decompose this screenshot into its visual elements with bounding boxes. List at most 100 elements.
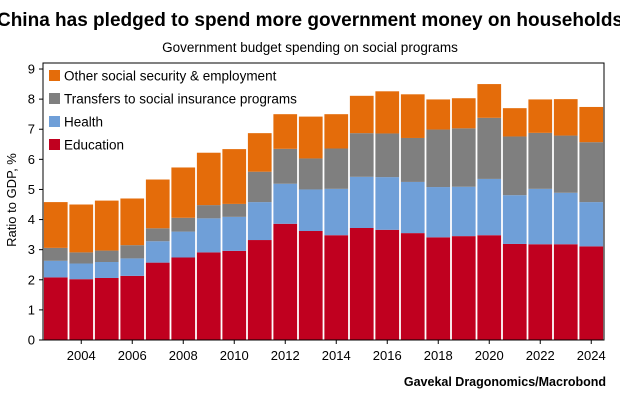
- legend-label: Education: [64, 138, 124, 153]
- x-tick-label: 2014: [322, 348, 351, 363]
- bar-other-social-security-employment-2016: [375, 91, 400, 134]
- bar-education-2006: [120, 275, 145, 340]
- bar-health-2021: [502, 195, 527, 244]
- bar-transfers-to-social-insurance-programs-2020: [477, 117, 502, 179]
- legend-swatch: [49, 139, 60, 150]
- y-tick-label: 6: [28, 152, 35, 167]
- bar-health-2006: [120, 258, 145, 276]
- x-tick-label: 2012: [271, 348, 300, 363]
- bar-transfers-to-social-insurance-programs-2017: [400, 137, 425, 182]
- bar-other-social-security-employment-2023: [553, 99, 578, 136]
- bar-other-social-security-employment-2022: [528, 99, 553, 133]
- bar-health-2015: [349, 176, 374, 228]
- legend-swatch: [49, 93, 60, 104]
- bar-health-2018: [426, 187, 451, 238]
- y-tick-label: 1: [28, 302, 35, 317]
- bar-other-social-security-employment-2020: [477, 84, 502, 118]
- bar-transfers-to-social-insurance-programs-2003: [43, 247, 68, 261]
- bar-health-2016: [375, 177, 400, 230]
- bar-education-2005: [94, 277, 119, 340]
- legend-swatch: [49, 70, 60, 81]
- bar-education-2024: [579, 246, 604, 340]
- bar-transfers-to-social-insurance-programs-2019: [451, 128, 476, 187]
- bar-transfers-to-social-insurance-programs-2014: [324, 148, 349, 189]
- bar-health-2013: [298, 189, 323, 232]
- bars-group: [43, 84, 604, 340]
- bar-education-2010: [222, 250, 247, 340]
- x-tick-label: 2004: [67, 348, 96, 363]
- x-tick-label: 2024: [577, 348, 606, 363]
- y-tick-label: 9: [28, 62, 35, 77]
- bar-health-2012: [273, 183, 298, 224]
- y-tick-label: 8: [28, 92, 35, 107]
- bar-other-social-security-employment-2021: [502, 108, 527, 137]
- bar-education-2021: [502, 243, 527, 340]
- bar-transfers-to-social-insurance-programs-2018: [426, 129, 451, 188]
- bar-health-2023: [553, 192, 578, 245]
- bar-health-2005: [94, 262, 119, 278]
- y-tick-label: 3: [28, 242, 35, 257]
- bar-other-social-security-employment-2007: [145, 179, 170, 229]
- plot-area: 0 1 2 3 4 5 6 7 8 9 2004 2006 2008 2010 2012 2014 2016 20…: [28, 62, 606, 363]
- bar-education-2016: [375, 229, 400, 340]
- bar-health-2022: [528, 188, 553, 245]
- bar-health-2011: [247, 202, 272, 241]
- source-label: Gavekal Dragonomics/Macrobond: [404, 375, 606, 389]
- legend-label: Transfers to social insurance programs: [64, 92, 297, 107]
- bar-transfers-to-social-insurance-programs-2007: [145, 228, 170, 242]
- bar-transfers-to-social-insurance-programs-2006: [120, 245, 145, 259]
- bar-health-2014: [324, 188, 349, 236]
- bar-health-2007: [145, 241, 170, 263]
- bar-transfers-to-social-insurance-programs-2012: [273, 148, 298, 184]
- y-tick-label: 5: [28, 182, 35, 197]
- bar-transfers-to-social-insurance-programs-2010: [222, 203, 247, 217]
- legend-label: Other social security & employment: [64, 69, 277, 84]
- bar-other-social-security-employment-2018: [426, 99, 451, 130]
- bar-other-social-security-employment-2006: [120, 198, 145, 246]
- bar-other-social-security-employment-2013: [298, 116, 323, 159]
- bar-education-2004: [69, 279, 94, 340]
- bar-transfers-to-social-insurance-programs-2013: [298, 158, 323, 190]
- bar-education-2022: [528, 244, 553, 340]
- x-tick-label: 2016: [373, 348, 402, 363]
- bar-other-social-security-employment-2014: [324, 114, 349, 149]
- bar-other-social-security-employment-2015: [349, 95, 374, 134]
- bar-other-social-security-employment-2005: [94, 200, 119, 251]
- bar-health-2009: [196, 218, 221, 253]
- bar-education-2019: [451, 236, 476, 340]
- bar-other-social-security-employment-2017: [400, 94, 425, 138]
- x-tick-label: 2010: [220, 348, 249, 363]
- bar-education-2020: [477, 235, 502, 340]
- legend-swatch: [49, 116, 60, 127]
- bar-other-social-security-employment-2003: [43, 202, 68, 248]
- legend-label: Health: [64, 115, 103, 130]
- x-tick-label: 2006: [118, 348, 147, 363]
- x-tick-label: 2018: [424, 348, 453, 363]
- bar-transfers-to-social-insurance-programs-2022: [528, 132, 553, 189]
- bar-health-2017: [400, 181, 425, 234]
- bar-other-social-security-employment-2012: [273, 114, 298, 149]
- bar-education-2014: [324, 235, 349, 340]
- y-axis-label: Ratio to GDP, %: [4, 153, 19, 247]
- bar-transfers-to-social-insurance-programs-2023: [553, 135, 578, 193]
- bar-education-2009: [196, 252, 221, 340]
- plot-border: [42, 62, 605, 341]
- bar-health-2020: [477, 178, 502, 236]
- bar-transfers-to-social-insurance-programs-2009: [196, 205, 221, 219]
- bar-other-social-security-employment-2019: [451, 98, 476, 129]
- bar-transfers-to-social-insurance-programs-2004: [69, 252, 94, 264]
- bar-other-social-security-employment-2024: [579, 106, 604, 143]
- legend: Other social security & employment Transf…: [49, 69, 297, 153]
- bar-other-social-security-employment-2004: [69, 204, 94, 253]
- bar-education-2008: [171, 257, 196, 340]
- bar-other-social-security-employment-2011: [247, 133, 272, 172]
- x-tick-label: 2020: [475, 348, 504, 363]
- bar-health-2008: [171, 231, 196, 258]
- bar-education-2018: [426, 237, 451, 340]
- bar-education-2012: [273, 223, 298, 340]
- chart-subtitle: Government budget spending on social pro…: [162, 40, 458, 55]
- bar-health-2003: [43, 260, 68, 278]
- bar-transfers-to-social-insurance-programs-2016: [375, 133, 400, 178]
- y-tick-label: 2: [28, 272, 35, 287]
